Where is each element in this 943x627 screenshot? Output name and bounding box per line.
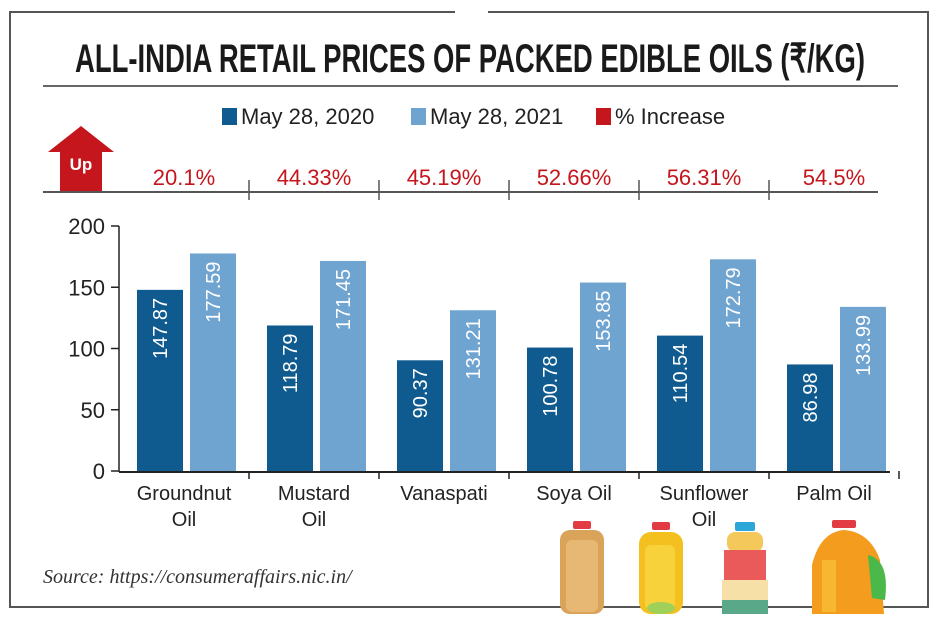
- bar: [580, 282, 626, 471]
- oil-bottle-icon: [560, 521, 604, 614]
- pct-increase-label: 45.19%: [407, 165, 482, 190]
- bar: [137, 289, 183, 471]
- x-category-label: Vanaspati: [400, 483, 487, 505]
- bar-value-label: 118.79: [280, 333, 302, 393]
- legend-label: May 28, 2021: [430, 104, 563, 129]
- oil-can-icon: [812, 520, 886, 614]
- bar: [710, 259, 756, 471]
- bar-value-label: 90.37: [410, 368, 432, 418]
- x-category-label: Groundnut Oil: [137, 483, 232, 531]
- up-arrow-icon: Up: [48, 126, 114, 191]
- y-tick-label: 150: [68, 275, 105, 300]
- bar: [787, 364, 833, 471]
- bar: [320, 260, 366, 471]
- pct-increase-label: 44.33%: [277, 165, 352, 190]
- bar: [267, 325, 313, 471]
- source-note: Source: https://consumeraffairs.nic.in/: [43, 566, 354, 588]
- y-tick-label: 0: [93, 459, 105, 484]
- y-tick-label: 50: [81, 398, 105, 423]
- bar: [190, 253, 236, 471]
- chart-title: ALL-INDIA RETAIL PRICES OF PACKED EDIBLE…: [75, 37, 865, 81]
- y-tick-label: 100: [68, 337, 105, 362]
- oil-bottle-icon: [722, 522, 768, 614]
- legend-label: % Increase: [615, 104, 725, 129]
- bar-value-label: 147.87: [150, 298, 172, 359]
- bar-value-label: 131.21: [463, 318, 485, 379]
- oil-bottle-icon: [639, 522, 683, 614]
- bar: [527, 347, 573, 471]
- pct-increase-label: 20.1%: [153, 165, 215, 190]
- bar-value-label: 100.78: [540, 356, 562, 417]
- y-tick-label: 200: [68, 214, 105, 239]
- pct-increase-label: 56.31%: [667, 165, 742, 190]
- x-category-label: Sunflower Oil: [660, 483, 749, 531]
- pct-increase-label: 54.5%: [803, 165, 865, 190]
- x-category-label: Soya Oil: [536, 483, 612, 505]
- bar-value-label: 133.99: [853, 315, 875, 376]
- legend-swatch: [222, 108, 237, 125]
- legend-swatch: [411, 108, 426, 125]
- x-category-label: Mustard Oil: [278, 483, 350, 531]
- bar-value-label: 177.59: [203, 261, 225, 322]
- bar: [657, 335, 703, 471]
- bar-value-label: 110.54: [670, 344, 692, 404]
- pct-increase-label: 52.66%: [537, 165, 612, 190]
- bar: [397, 360, 443, 471]
- legend: May 28, 2020 May 28, 2021 % Increase: [222, 104, 725, 129]
- bar-value-label: 153.85: [593, 291, 615, 352]
- up-label: Up: [70, 155, 93, 174]
- oil-bottles-illustration: [560, 520, 886, 614]
- bar-value-label: 86.98: [800, 372, 822, 422]
- x-category-label: Palm Oil: [796, 483, 872, 505]
- legend-swatch: [596, 108, 611, 125]
- bar: [840, 306, 886, 471]
- bar-value-label: 172.79: [723, 267, 745, 328]
- frame: [9, 11, 929, 608]
- bar: [450, 310, 496, 471]
- bar-value-label: 171.45: [333, 269, 355, 330]
- legend-label: May 28, 2020: [241, 104, 374, 129]
